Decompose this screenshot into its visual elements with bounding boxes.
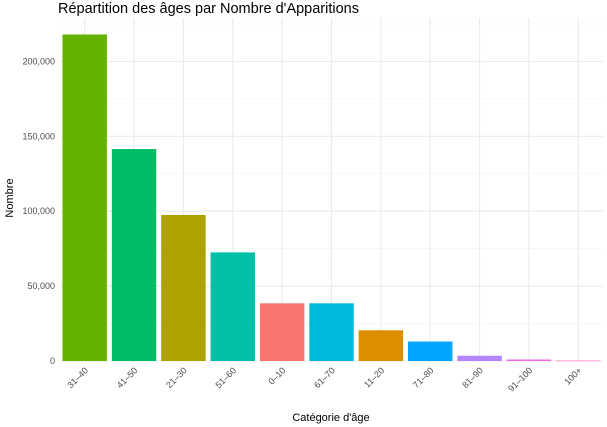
x-tick-label: 31–40 — [65, 365, 90, 390]
bars — [62, 34, 601, 362]
bar-0–10 — [259, 303, 305, 361]
x-tick-label: 91–100 — [506, 365, 534, 393]
y-tick-label: 50,000 — [27, 281, 55, 291]
x-tick-label: 11–20 — [362, 365, 386, 389]
bar-31–40 — [62, 34, 107, 361]
x-tick-label: 61–70 — [312, 365, 337, 390]
x-tick-label: 21–30 — [164, 365, 189, 390]
x-tick-label: 71–80 — [411, 365, 436, 390]
x-axis-ticks: 31–40 41–50 21–30 51–60 0–10 61–70 11–20 71–80 8… — [65, 365, 583, 393]
bar-41–50 — [111, 149, 157, 361]
bar-61–70 — [309, 303, 354, 361]
x-tick-label: 81–90 — [460, 365, 485, 390]
chart-title: Répartition des âges par Nombre d'Appari… — [58, 1, 359, 17]
x-tick-label: 100+ — [562, 365, 583, 386]
x-axis-title: Catégorie d'âge — [292, 412, 369, 424]
bar-100+ — [556, 360, 601, 362]
y-tick-label: 100,000 — [22, 206, 55, 216]
bar-11–20 — [358, 330, 404, 361]
x-tick-label: 0–10 — [266, 365, 287, 386]
y-tick-label: 150,000 — [22, 131, 55, 141]
y-axis-title: Nombre — [4, 178, 16, 217]
bar-81–90 — [457, 355, 502, 361]
bar-71–80 — [408, 341, 453, 361]
bar-21–30 — [161, 214, 206, 361]
y-tick-label: 0 — [50, 356, 55, 366]
bar-91–100 — [506, 359, 552, 361]
x-tick-label: 41–50 — [115, 365, 140, 390]
y-tick-label: 200,000 — [22, 56, 55, 66]
x-tick-label: 51–60 — [213, 365, 238, 390]
bar-51–60 — [210, 252, 255, 361]
y-axis-ticks: 0 50,000 100,000 150,000 200,000 — [22, 56, 55, 366]
